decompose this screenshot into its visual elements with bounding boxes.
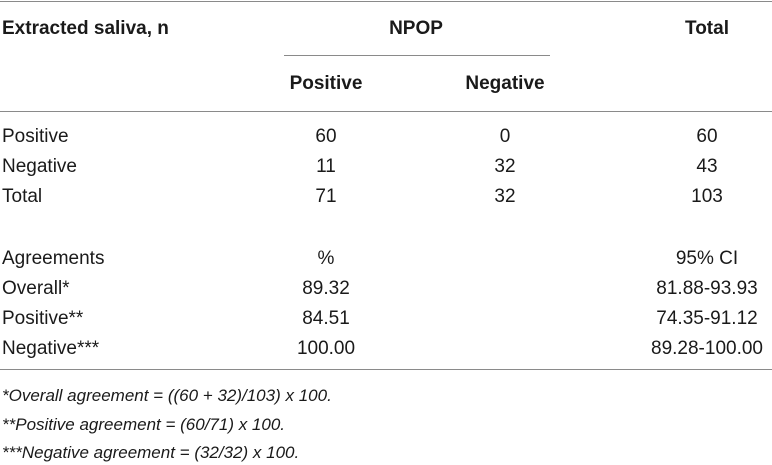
agreement-row-label: Negative*** [2,338,100,359]
agreement-pct: 100.00 [296,338,356,359]
header-total: Total [685,18,729,39]
cell-total: 60 [696,126,718,147]
cell-negative: 32 [494,186,516,207]
cell-positive: 60 [315,126,337,147]
row-label: Negative [2,156,77,177]
cell-negative: 0 [499,126,511,147]
agreement-ci: 89.28-100.00 [651,338,763,359]
agreement-row-label: Positive** [2,308,84,329]
header-sub-positive: Positive [289,73,363,94]
agreements-pct-header: % [317,248,335,269]
agreement-pct: 84.51 [302,308,350,329]
cell-total: 103 [691,186,723,207]
header-sub-negative: Negative [465,73,545,94]
footnote-overall: *Overall agreement = ((60 + 32)/103) x 1… [2,386,332,405]
row-label: Positive [2,126,69,147]
header-group-npop: NPOP [389,18,443,39]
agreement-pct: 89.32 [302,278,350,299]
cell-positive: 11 [316,156,336,177]
npop-underline [284,55,550,56]
header-row-label: Extracted saliva, n [2,18,169,39]
agreement-ci: 81.88-93.93 [656,278,758,299]
agreement-row-label: Overall* [2,278,70,299]
footnote-negative: ***Negative agreement = (32/32) x 100. [2,443,300,462]
row-label: Total [2,186,43,207]
top-rule [0,1,772,2]
agreement-ci: 74.35-91.12 [656,308,758,329]
table-bottom-rule [0,369,772,370]
cell-positive: 71 [315,186,337,207]
agreements-label: Agreements [2,248,105,269]
cell-negative: 32 [494,156,516,177]
header-bottom-rule [0,111,772,112]
cell-total: 43 [696,156,718,177]
footnote-positive: **Positive agreement = (60/71) x 100. [2,415,286,434]
agreements-ci-header: 95% CI [675,248,739,269]
